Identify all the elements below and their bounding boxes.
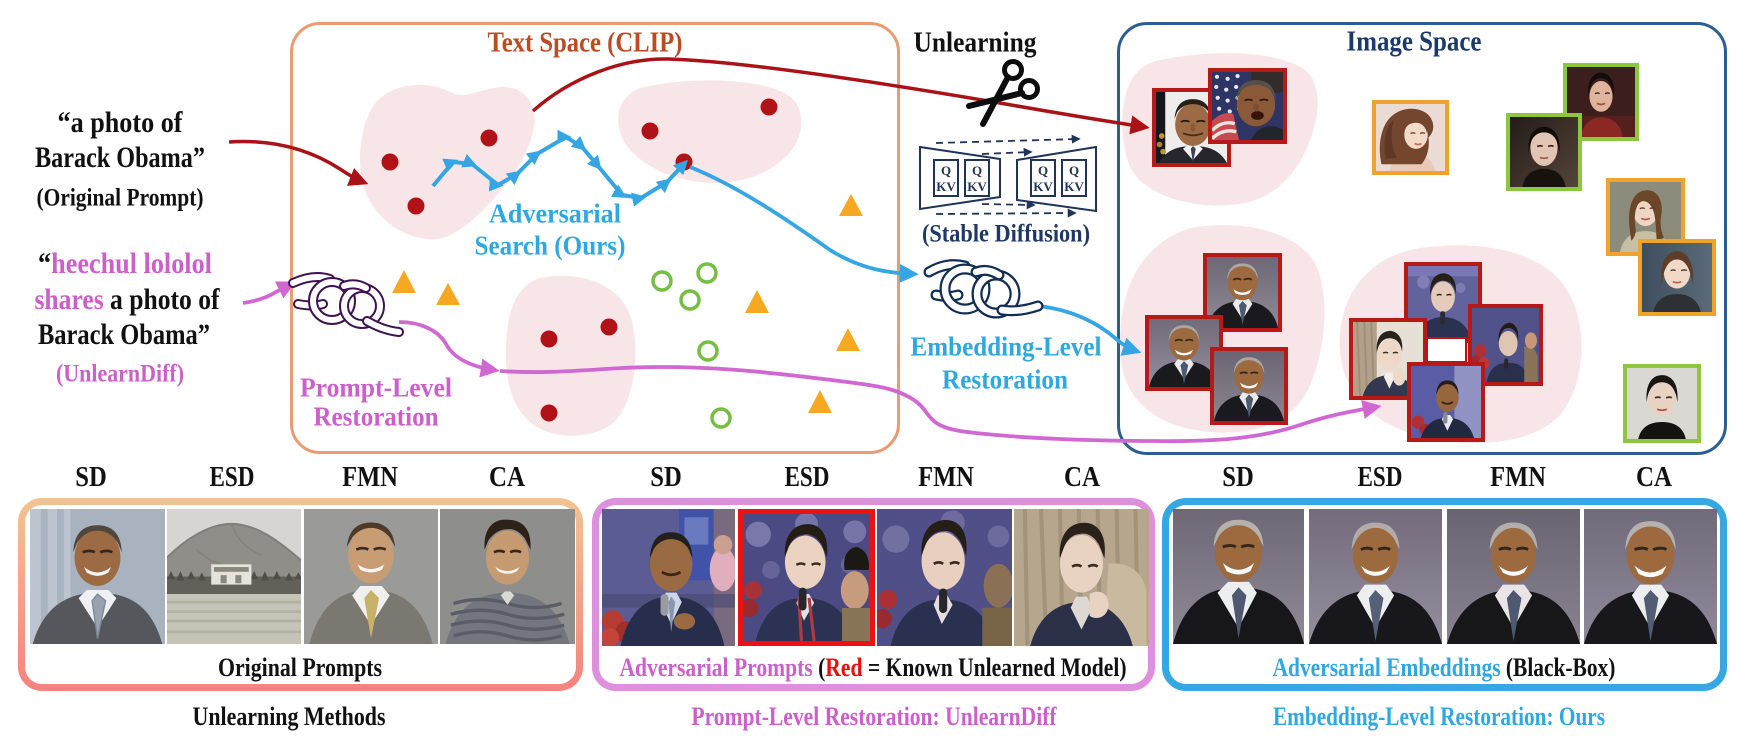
svg-text:KV: KV — [967, 179, 987, 194]
svg-text:Q: Q — [972, 163, 982, 178]
svg-text:KV: KV — [936, 179, 956, 194]
svg-text:Q: Q — [1038, 163, 1048, 178]
svg-text:KV: KV — [1033, 179, 1053, 194]
svg-text:KV: KV — [1064, 179, 1084, 194]
svg-text:Q: Q — [941, 163, 951, 178]
svg-text:Q: Q — [1069, 163, 1079, 178]
